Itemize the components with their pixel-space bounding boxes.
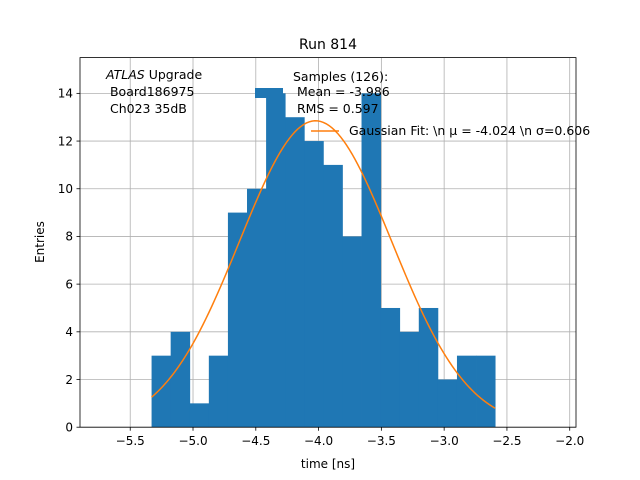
histogram-bar [227, 212, 248, 428]
histogram-bar [476, 355, 496, 428]
x-tick-label: −2.0 [555, 434, 584, 448]
legend-fit-label: Gaussian Fit: \n μ = -4.024 \n σ=0.606 [349, 123, 590, 138]
y-tick-label: 12 [58, 134, 73, 148]
histogram-bar [189, 403, 210, 428]
legend-samples-line-3: RMS = 0.597 [293, 101, 379, 116]
y-axis-label: Entries [33, 221, 47, 263]
gaussian-fit-curve [151, 120, 496, 409]
x-axis-label: time [ns] [301, 457, 355, 471]
histogram-bar [323, 164, 343, 428]
y-tick-label: 0 [65, 421, 73, 435]
x-tick-label: −5.5 [116, 434, 145, 448]
histogram-bar [151, 355, 172, 428]
axis-ticks: −5.5 −5.0 −4.5 −4.0 −3.5 −3.0 −2.5 −2.0 0 2 4 6 8 10 1… [58, 87, 585, 449]
annotation-channel: Ch023 35dB [106, 101, 187, 116]
y-tick-label: 8 [65, 230, 73, 244]
y-tick-label: 14 [58, 87, 73, 101]
histogram-bars [151, 93, 496, 428]
histogram-bar [418, 307, 439, 428]
y-tick-label: 10 [58, 182, 73, 196]
histogram-bar [361, 93, 382, 428]
legend-samples-line-2: Mean = -3.986 [293, 84, 390, 99]
histogram-bar [304, 141, 324, 428]
axes-frame [79, 57, 577, 428]
y-tick-label: 6 [65, 277, 73, 291]
histogram-bar [247, 188, 267, 428]
annotation-atlas: ATLAS [105, 67, 145, 82]
histogram-bar [380, 307, 401, 428]
legend-samples-patch [255, 88, 283, 98]
legend-samples-line-1: Samples (126): [293, 69, 388, 84]
histogram-bar [285, 117, 305, 428]
x-tick-label: −2.5 [492, 434, 521, 448]
gaussian-fit-layer [151, 120, 496, 409]
histogram-bar [342, 236, 362, 428]
annotation-board: Board186975 [106, 84, 194, 99]
histogram-bar [456, 355, 477, 428]
x-tick-label: −4.0 [304, 434, 333, 448]
x-tick-label: −3.0 [430, 434, 459, 448]
x-tick-label: −4.5 [241, 434, 270, 448]
y-tick-label: 4 [65, 325, 73, 339]
annotation-upgrade: Upgrade [145, 67, 203, 82]
histogram-bar [170, 331, 191, 428]
histogram-bar [208, 355, 229, 428]
chart-title: Run 814 [299, 37, 357, 53]
atlas-annotation: ATLAS Upgrade Board186975 Ch023 35dB [105, 67, 202, 116]
histogram-bar [437, 379, 458, 428]
x-tick-label: −3.5 [367, 434, 396, 448]
x-tick-label: −5.0 [178, 434, 207, 448]
annotation-line-1: ATLAS Upgrade [105, 67, 202, 82]
legend: Samples (126): Mean = -3.986 RMS = 0.597… [255, 69, 590, 138]
histogram-bar [399, 331, 420, 428]
y-tick-label: 2 [65, 373, 73, 387]
histogram-bar [266, 93, 286, 428]
